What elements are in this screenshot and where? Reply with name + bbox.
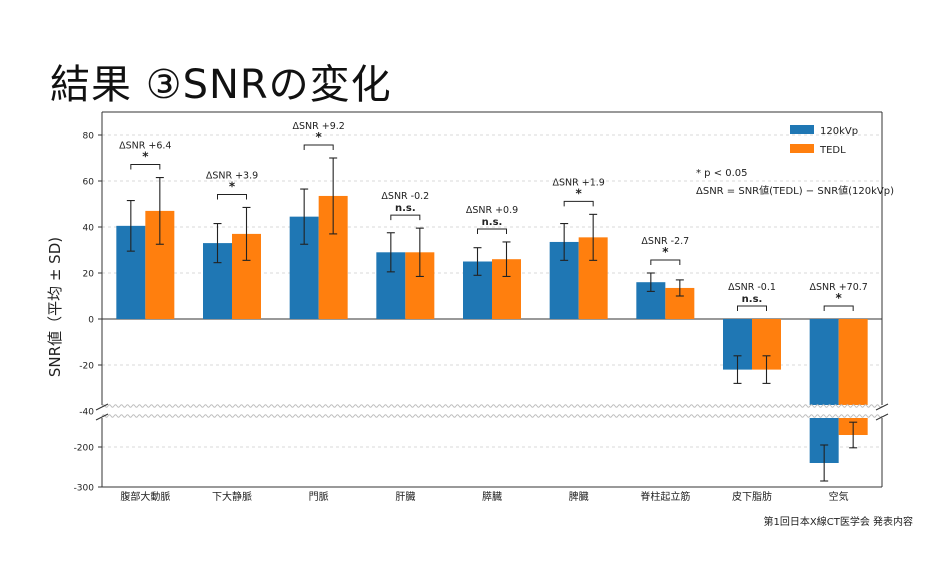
y-tick-label: 60 (83, 178, 95, 188)
bar-120kVp (809, 319, 839, 411)
axis-break-mark (875, 413, 889, 421)
significance-bracket (390, 214, 421, 221)
delta-snr-label: ΔSNR +3.9 (206, 170, 258, 181)
significance-label: * (576, 186, 583, 200)
x-tick-label: 下大静脈 (212, 490, 252, 503)
axis-break-mark (95, 413, 109, 421)
x-tick-label: 門脈 (309, 490, 329, 503)
delta-snr-label: ΔSNR +1.9 (553, 177, 605, 188)
delta-snr-label: ΔSNR -0.1 (728, 282, 776, 293)
y-tick-label: 0 (88, 316, 94, 326)
delta-snr-label: ΔSNR +6.4 (119, 141, 171, 152)
delta-snr-label: ΔSNR +9.2 (293, 121, 345, 132)
x-tick-label: 空気 (829, 490, 849, 503)
y-tick-label: -40 (79, 408, 94, 418)
significance-bracket (563, 200, 594, 207)
significance-label: n.s. (742, 294, 763, 305)
legend-label-tedl: TEDL (819, 145, 846, 156)
axis-break-line (101, 414, 883, 418)
significance-bracket (737, 305, 767, 311)
delta-snr-label: ΔSNR +70.7 (809, 282, 867, 293)
y-tick-label: 20 (83, 270, 95, 280)
y-tick-label: 40 (83, 224, 95, 234)
significance-label: * (836, 291, 843, 305)
delta-snr-label: ΔSNR -2.7 (641, 236, 689, 247)
axis-break-line (101, 404, 883, 408)
x-tick-label: 皮下脂肪 (732, 490, 772, 503)
significance-bracket (823, 305, 854, 311)
significance-bracket (477, 228, 507, 234)
footer-credit: 第1回日本X線CT医学会 発表内容 (763, 517, 913, 528)
axis-break-mark (95, 403, 109, 411)
significance-label: * (142, 150, 149, 164)
legend: 120kVp TEDL (790, 125, 858, 156)
y-axis-label: SNR値（平均 ± SD) (46, 237, 64, 377)
significance-bracket (650, 259, 681, 265)
legend-swatch-tedl (790, 144, 814, 153)
x-tick-label: 膵臓 (482, 491, 502, 503)
y-tick-label: 80 (83, 132, 95, 142)
x-tick-label: 腹部大動脈 (120, 490, 170, 503)
significance-bracket (303, 144, 334, 150)
significance-bracket (130, 164, 161, 170)
legend-swatch-120kvp (790, 125, 814, 134)
bar-TEDL (838, 319, 868, 411)
significance-bracket (217, 193, 247, 200)
note-delta-definition: ΔSNR = SNR値(TEDL) − SNR値(120kVp) (696, 184, 894, 197)
significance-label: * (662, 245, 669, 259)
legend-label-120kvp: 120kVp (820, 126, 858, 137)
y-tick-label: -300 (74, 484, 95, 494)
significance-label: * (316, 130, 323, 144)
delta-snr-label: ΔSNR -0.2 (381, 191, 429, 202)
note-significance: * p < 0.05 (696, 168, 748, 179)
axis-break-mark (875, 403, 889, 411)
y-tick-label: -20 (79, 362, 94, 372)
delta-snr-label: ΔSNR +0.9 (466, 205, 518, 216)
x-tick-label: 肝臓 (395, 491, 415, 503)
significance-label: n.s. (395, 203, 416, 214)
x-tick-label: 脊柱起立筋 (640, 490, 690, 503)
y-tick-label: -200 (74, 444, 95, 454)
significance-label: * (229, 179, 236, 193)
significance-label: n.s. (482, 217, 503, 228)
x-tick-label: 脾臓 (569, 490, 589, 503)
slide-title: 結果 ③SNRの変化 (50, 62, 392, 108)
